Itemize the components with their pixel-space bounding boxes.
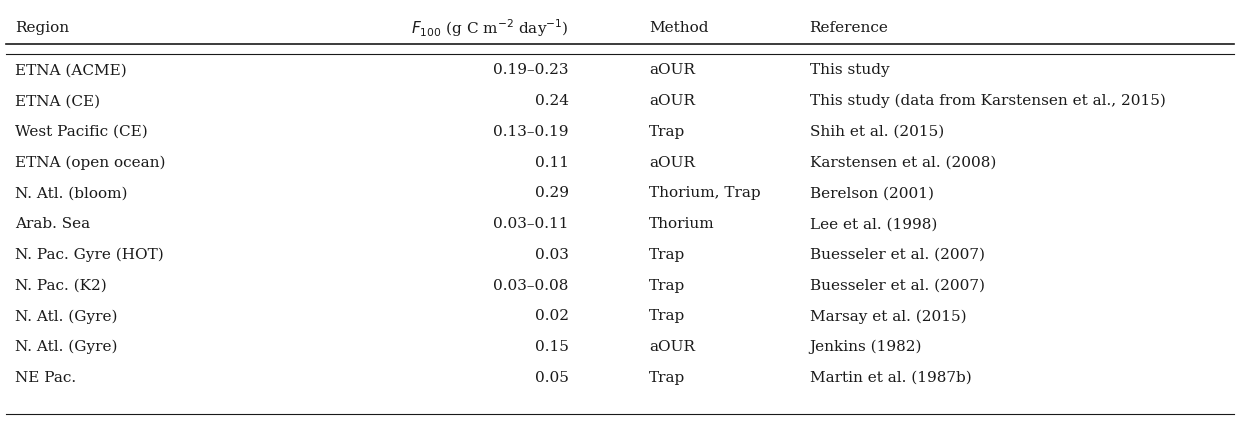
Text: 0.03–0.11: 0.03–0.11 — [493, 217, 569, 230]
Text: 0.05: 0.05 — [535, 370, 569, 384]
Text: 0.13–0.19: 0.13–0.19 — [493, 125, 569, 138]
Text: Reference: Reference — [810, 21, 889, 35]
Text: 0.03–0.08: 0.03–0.08 — [493, 278, 569, 292]
Text: $F_{100}$ (g C m$^{-2}$ day$^{-1}$): $F_{100}$ (g C m$^{-2}$ day$^{-1}$) — [410, 17, 569, 38]
Text: Shih et al. (2015): Shih et al. (2015) — [810, 125, 944, 138]
Text: Trap: Trap — [649, 125, 685, 138]
Text: Buesseler et al. (2007): Buesseler et al. (2007) — [810, 278, 985, 292]
Text: NE Pac.: NE Pac. — [15, 370, 75, 384]
Text: aOUR: aOUR — [649, 340, 695, 353]
Text: Lee et al. (1998): Lee et al. (1998) — [810, 217, 937, 230]
Text: aOUR: aOUR — [649, 155, 695, 169]
Text: ETNA (ACME): ETNA (ACME) — [15, 63, 126, 77]
Text: Marsay et al. (2015): Marsay et al. (2015) — [810, 308, 967, 323]
Text: Karstensen et al. (2008): Karstensen et al. (2008) — [810, 155, 996, 169]
Text: West Pacific (CE): West Pacific (CE) — [15, 125, 147, 138]
Text: Method: Method — [649, 21, 708, 35]
Text: Trap: Trap — [649, 370, 685, 384]
Text: 0.19–0.23: 0.19–0.23 — [493, 63, 569, 77]
Text: aOUR: aOUR — [649, 94, 695, 108]
Text: 0.03: 0.03 — [535, 248, 569, 261]
Text: N. Atl. (Gyre): N. Atl. (Gyre) — [15, 308, 117, 323]
Text: This study (data from Karstensen et al., 2015): This study (data from Karstensen et al.,… — [810, 94, 1166, 108]
Text: ETNA (open ocean): ETNA (open ocean) — [15, 155, 166, 170]
Text: N. Atl. (Gyre): N. Atl. (Gyre) — [15, 339, 117, 354]
Text: Trap: Trap — [649, 309, 685, 322]
Text: This study: This study — [810, 63, 889, 77]
Text: Thorium: Thorium — [649, 217, 714, 230]
Text: Region: Region — [15, 21, 69, 35]
Text: Berelson (2001): Berelson (2001) — [810, 186, 933, 200]
Text: N. Atl. (bloom): N. Atl. (bloom) — [15, 186, 127, 200]
Text: 0.11: 0.11 — [534, 155, 569, 169]
Text: N. Pac. Gyre (HOT): N. Pac. Gyre (HOT) — [15, 247, 163, 262]
Text: Martin et al. (1987b): Martin et al. (1987b) — [810, 370, 971, 384]
Text: Trap: Trap — [649, 248, 685, 261]
Text: Jenkins (1982): Jenkins (1982) — [810, 339, 922, 354]
Text: Arab. Sea: Arab. Sea — [15, 217, 90, 230]
Text: N. Pac. (K2): N. Pac. (K2) — [15, 278, 106, 292]
Text: ETNA (CE): ETNA (CE) — [15, 94, 100, 108]
Text: 0.24: 0.24 — [534, 94, 569, 108]
Text: 0.02: 0.02 — [534, 309, 569, 322]
Text: Trap: Trap — [649, 278, 685, 292]
Text: 0.15: 0.15 — [535, 340, 569, 353]
Text: 0.29: 0.29 — [534, 186, 569, 200]
Text: aOUR: aOUR — [649, 63, 695, 77]
Text: Buesseler et al. (2007): Buesseler et al. (2007) — [810, 248, 985, 261]
Text: Thorium, Trap: Thorium, Trap — [649, 186, 760, 200]
